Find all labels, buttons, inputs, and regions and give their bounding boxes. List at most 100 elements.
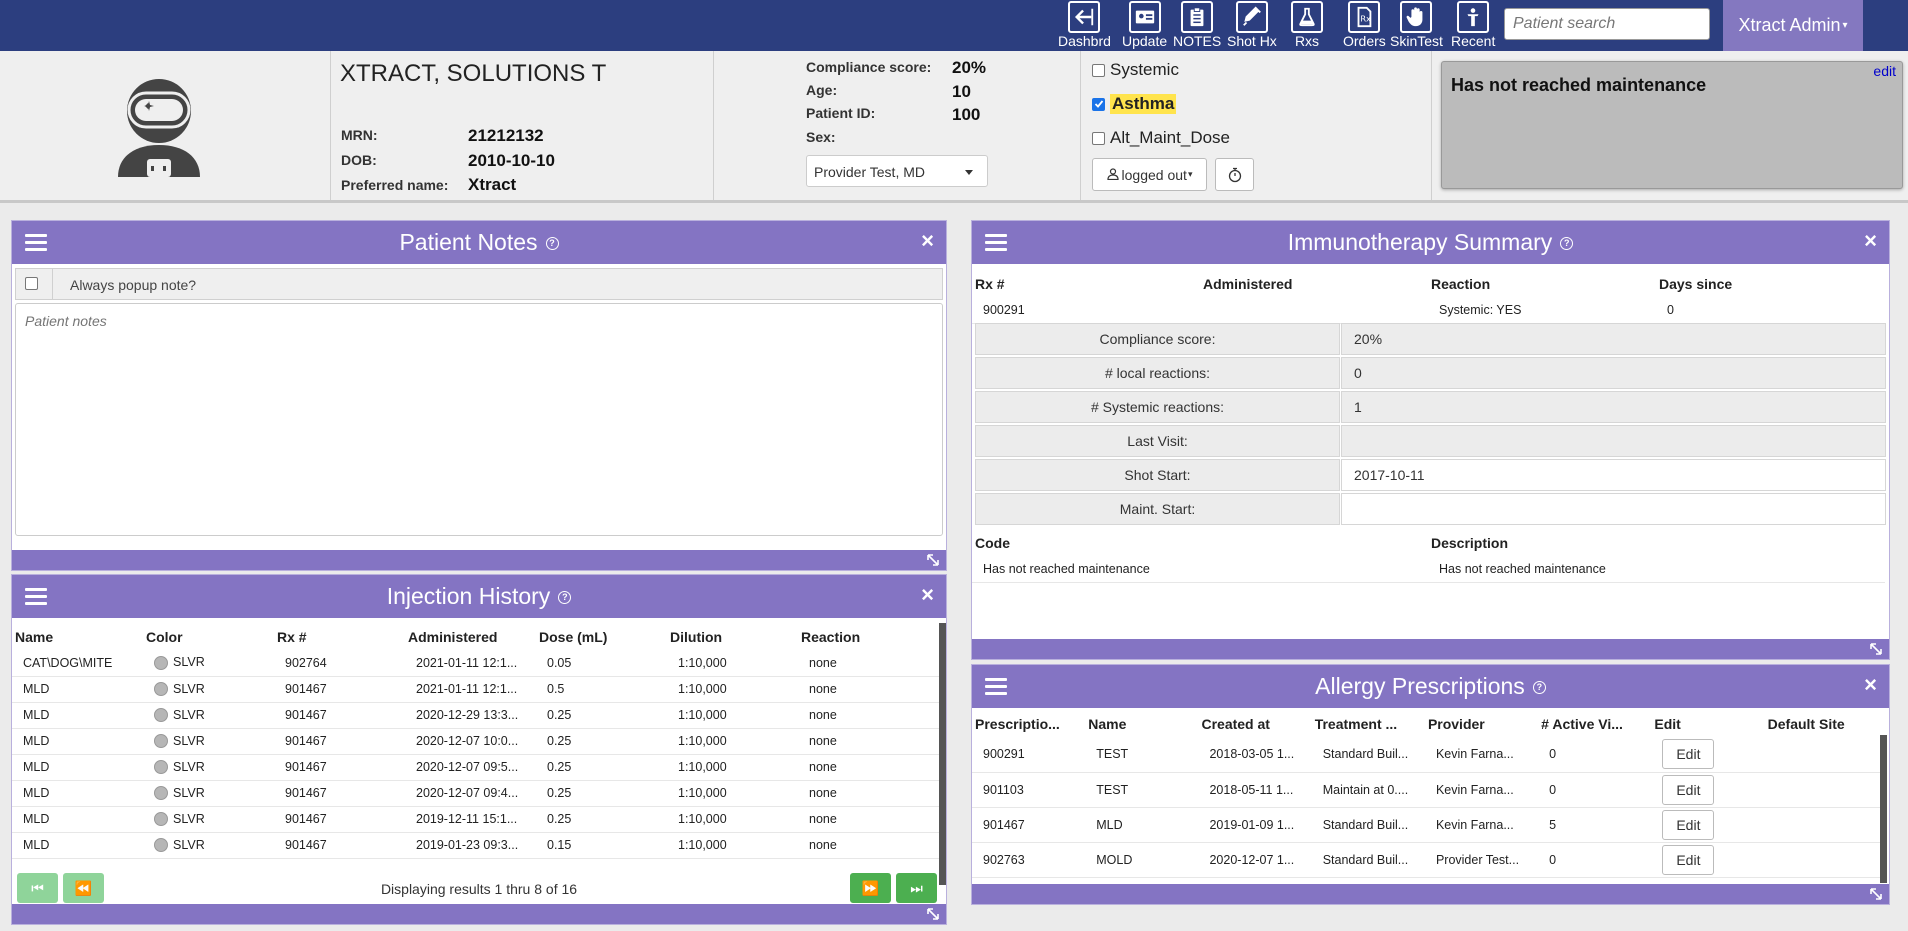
column-header[interactable]: Dose (mL) (539, 628, 608, 645)
hamburger-menu-icon[interactable] (985, 234, 1007, 251)
column-header[interactable]: Provider (1427, 715, 1485, 732)
cell-created: 2019-01-09 1... (1198, 807, 1312, 843)
column-header[interactable]: Rx # (975, 275, 1005, 292)
column-header[interactable]: Name (1088, 715, 1127, 732)
nav-notes-button[interactable]: NOTES (1173, 0, 1221, 51)
column-header[interactable]: Default Site (1767, 715, 1845, 732)
cell-name: MLD (12, 676, 143, 703)
table-row[interactable]: 901467 MLD 2019-01-09 1... Standard Buil...… (972, 807, 1882, 843)
column-header[interactable]: Days since (1659, 275, 1733, 292)
table-row[interactable]: Has not reached maintenance Has not reac… (972, 556, 1885, 583)
nav-recent-button[interactable]: Recent (1451, 0, 1495, 51)
table-row[interactable]: 902763 MOLD 2020-12-07 1... Standard Buil..… (972, 842, 1882, 878)
table-row[interactable]: MLD SLVR 901467 2020-12-07 10:0... 0.25 1:10,… (12, 728, 940, 755)
help-icon[interactable]: ? (1532, 681, 1546, 695)
panel-header: Immunotherapy Summary? × (972, 221, 1889, 264)
column-header[interactable]: Administered (408, 628, 498, 645)
cell-color: SLVR (143, 650, 274, 677)
nav-orders-button[interactable]: Rx Orders (1343, 0, 1386, 51)
cell-name: CAT\DOG\MITE (12, 650, 143, 677)
nav-dashboard-button[interactable]: Dashbrd (1058, 0, 1111, 51)
alt-maint-checkbox[interactable] (1092, 131, 1105, 145)
asthma-checkbox[interactable] (1092, 97, 1105, 111)
column-header[interactable]: Color (146, 628, 183, 645)
cell-edit: Edit (1651, 772, 1765, 808)
table-row[interactable]: MLD SLVR 901467 2021-01-11 12:1... 0.5 1:10,0… (12, 676, 940, 703)
table-row[interactable]: 900291 TEST 2018-03-05 1... Standard Buil..… (972, 737, 1882, 773)
logged-out-button[interactable]: logged out ▾ (1092, 158, 1207, 191)
column-header[interactable]: Code (975, 534, 1010, 551)
resize-icon[interactable] (925, 552, 941, 568)
nav-rxs-button[interactable]: Rxs (1291, 0, 1323, 51)
help-icon[interactable]: ? (1560, 237, 1574, 251)
table-row[interactable]: 901103 TEST 2018-05-11 1... Maintain at 0..… (972, 772, 1882, 808)
cell-rx: 901467 (274, 676, 405, 703)
last-page-icon: ⏭ (910, 879, 923, 896)
cell-name: MLD (12, 780, 143, 807)
hamburger-menu-icon[interactable] (25, 234, 47, 251)
edit-button[interactable]: Edit (1662, 774, 1715, 805)
prev-page-button[interactable]: ⏪ (63, 873, 104, 903)
help-icon[interactable]: ? (558, 591, 572, 605)
nav-update-button[interactable]: Update (1122, 0, 1167, 51)
table-header-row: Code Description (972, 529, 1885, 556)
column-header[interactable]: Created at (1201, 715, 1270, 732)
resize-icon[interactable] (925, 906, 941, 922)
cell-name: TEST (1085, 737, 1199, 773)
column-header[interactable]: Dilution (670, 628, 723, 645)
last-page-button[interactable]: ⏭ (896, 873, 937, 903)
systemic-checkbox[interactable] (1092, 63, 1105, 77)
resize-icon[interactable] (1868, 886, 1884, 902)
column-header[interactable]: Rx # (277, 628, 307, 645)
systemic-checkbox-row[interactable]: Systemic (1092, 60, 1179, 80)
table-row[interactable]: MLD SLVR 901467 2019-12-11 15:1... 0.25 1:10,… (12, 806, 940, 833)
patient-notes-textarea[interactable] (15, 303, 943, 536)
edit-button[interactable]: Edit (1662, 844, 1715, 875)
column-header[interactable]: Description (1431, 534, 1509, 551)
table-row[interactable]: MLD SLVR 901467 2020-12-07 09:5... 0.25 1:10,… (12, 754, 940, 781)
column-header[interactable]: # Active Vi... (1541, 715, 1623, 732)
close-icon[interactable]: × (1864, 672, 1877, 697)
popup-note-checkbox[interactable] (25, 277, 38, 290)
maintenance-edit-link[interactable]: edit (1873, 63, 1896, 79)
table-row[interactable]: MLD SLVR 901467 2020-12-07 09:4... 0.25 1:10,… (12, 780, 940, 807)
color-label: SLVR (173, 759, 205, 774)
edit-button[interactable]: Edit (1662, 739, 1715, 770)
column-header[interactable]: Reaction (801, 628, 861, 645)
asthma-checkbox-row[interactable]: Asthma (1092, 94, 1177, 114)
edit-button[interactable]: Edit (1662, 809, 1715, 840)
table-row[interactable]: CAT\DOG\MITE SLVR 902764 2021-01-11 12:1...… (12, 650, 940, 677)
column-header[interactable]: Administered (1203, 275, 1293, 292)
cell-treatment: Standard Buil... (1311, 807, 1425, 843)
patient-search-input[interactable] (1504, 8, 1710, 40)
close-icon[interactable]: × (1864, 228, 1877, 253)
vertical-scrollbar[interactable] (1880, 735, 1887, 883)
admin-menu-button[interactable]: Xtract Admin ▾ (1723, 0, 1863, 51)
nav-label: Rxs (1294, 33, 1320, 49)
help-icon[interactable]: ? (545, 237, 559, 251)
table-row[interactable]: 900291 Systemic: YES 0 (972, 297, 1885, 324)
resize-icon[interactable] (1868, 641, 1884, 657)
cell-treatment: Standard Buil... (1311, 737, 1425, 773)
first-page-button[interactable]: ⏮ (17, 873, 58, 903)
alt-maint-checkbox-row[interactable]: Alt_Maint_Dose (1092, 128, 1230, 148)
stopwatch-button[interactable] (1215, 158, 1254, 191)
column-header[interactable]: Reaction (1431, 275, 1491, 292)
table-row[interactable]: MLD SLVR 901467 2020-12-29 13:3... 0.25 1:10,… (12, 702, 940, 729)
hamburger-menu-icon[interactable] (25, 588, 47, 605)
hamburger-menu-icon[interactable] (985, 678, 1007, 695)
column-header[interactable]: Prescriptio... (975, 715, 1060, 732)
nav-skintest-button[interactable]: SkinTest (1390, 0, 1443, 51)
color-dot (154, 786, 168, 801)
column-header[interactable]: Treatment ... (1314, 715, 1398, 732)
nav-shot-hx-button[interactable]: Shot Hx (1227, 0, 1277, 51)
vertical-scrollbar[interactable] (939, 623, 946, 885)
column-header[interactable]: Name (15, 628, 54, 645)
close-icon[interactable]: × (921, 582, 934, 607)
close-icon[interactable]: × (921, 228, 934, 253)
next-page-button[interactable]: ⏩ (850, 873, 891, 903)
cell-default-site (1764, 737, 1882, 773)
column-header[interactable]: Edit (1654, 715, 1681, 732)
provider-select[interactable]: Provider Test, MD (806, 155, 988, 187)
table-row[interactable]: MLD SLVR 901467 2019-01-23 09:3... 0.15 1:10,… (12, 832, 940, 859)
